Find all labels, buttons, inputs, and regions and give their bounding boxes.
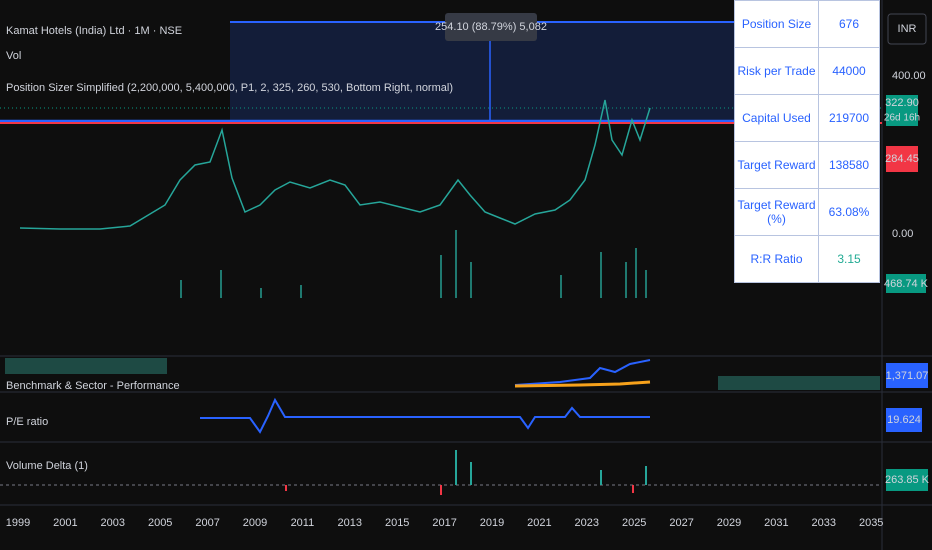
pe-trace <box>200 397 650 434</box>
time-label: 2035 <box>859 517 883 529</box>
time-label: 1999 <box>6 517 30 529</box>
pane-value: 19.624 <box>887 414 921 426</box>
volume-value: 468.74 K <box>884 278 929 290</box>
measure-label: 254.10 (88.79%) 5,082 <box>435 21 547 33</box>
volume-bars <box>180 230 647 298</box>
time-label: 2003 <box>101 517 125 529</box>
last-price: 322.90 <box>885 97 919 109</box>
bench-band <box>5 358 167 374</box>
measure-box <box>445 13 537 41</box>
time-label: 2015 <box>385 517 409 529</box>
sector-trace <box>514 380 651 388</box>
table-row: Target Reward (%) 63.08% <box>734 188 880 236</box>
delta-bars <box>455 450 647 485</box>
time-label: 2001 <box>53 517 77 529</box>
time-label: 2021 <box>527 517 551 529</box>
time-label: 2029 <box>717 517 741 529</box>
pane-title: P/E ratio <box>6 416 48 428</box>
currency[interactable]: INR <box>898 23 917 35</box>
price-tick: 400.00 <box>892 70 926 82</box>
cell-value: 676 <box>818 0 880 48</box>
bench-trace <box>514 359 651 386</box>
indicator-title: Position Sizer Simplified (2,200,000, 5,… <box>6 82 453 94</box>
bench-band <box>718 376 880 390</box>
countdown: 26d 16h <box>884 113 920 124</box>
position-table: Position Size 676 Risk per Trade 44000 Cap… <box>734 0 880 283</box>
time-label: 2023 <box>575 517 599 529</box>
time-label: 2017 <box>432 517 456 529</box>
pane-value-box <box>886 363 928 388</box>
cell-label: Capital Used <box>734 94 819 142</box>
time-label: 2027 <box>669 517 693 529</box>
time-label: 2019 <box>480 517 504 529</box>
time-label: 2005 <box>148 517 172 529</box>
cell-label: R:R Ratio <box>734 235 819 283</box>
stop-price-box <box>886 146 918 172</box>
cell-value: 44000 <box>818 47 880 95</box>
pane-value: 1,371.07 <box>886 370 929 382</box>
pane-value: 263.85 K <box>885 474 930 486</box>
table-row: Risk per Trade 44000 <box>734 47 880 95</box>
stop-price: 284.45 <box>885 153 919 165</box>
volume-box <box>886 274 926 293</box>
price-trace <box>19 99 651 230</box>
pane-title: Volume Delta (1) <box>6 460 88 472</box>
pane-title: Benchmark & Sector - Performance <box>6 380 180 392</box>
time-label: 2009 <box>243 517 267 529</box>
time-label: 2007 <box>195 517 219 529</box>
time-label: 2033 <box>812 517 836 529</box>
table-row: Capital Used 219700 <box>734 94 880 142</box>
table-row: Target Reward 138580 <box>734 141 880 189</box>
price-tick: 0.00 <box>892 228 913 240</box>
cell-label: Position Size <box>734 0 819 48</box>
time-label: 2031 <box>764 517 788 529</box>
last-price-box <box>886 95 918 126</box>
time-label: 2013 <box>338 517 362 529</box>
time-label: 2011 <box>291 517 315 529</box>
table-row: Position Size 676 <box>734 0 880 48</box>
currency-box[interactable] <box>887 13 927 45</box>
pane-value-box <box>886 469 928 491</box>
cell-value: 138580 <box>818 141 880 189</box>
cell-label: Target Reward <box>734 141 819 189</box>
cell-value: 63.08% <box>818 188 880 236</box>
cell-value: 219700 <box>818 94 880 142</box>
time-label: 2025 <box>622 517 646 529</box>
cell-label: Target Reward (%) <box>734 188 819 236</box>
table-row: R:R Ratio 3.15 <box>734 235 880 283</box>
pane-value-box <box>886 408 922 432</box>
symbol-title: Kamat Hotels (India) Ltd · 1M · NSE <box>6 25 182 37</box>
cell-label: Risk per Trade <box>734 47 819 95</box>
time-axis: 1999 2001 2003 2005 2007 2009 2011 2013 2015 2017… <box>6 517 884 529</box>
delta-bars-negative <box>285 485 634 495</box>
cell-value: 3.15 <box>818 235 880 283</box>
volume-title: Vol <box>6 50 21 62</box>
